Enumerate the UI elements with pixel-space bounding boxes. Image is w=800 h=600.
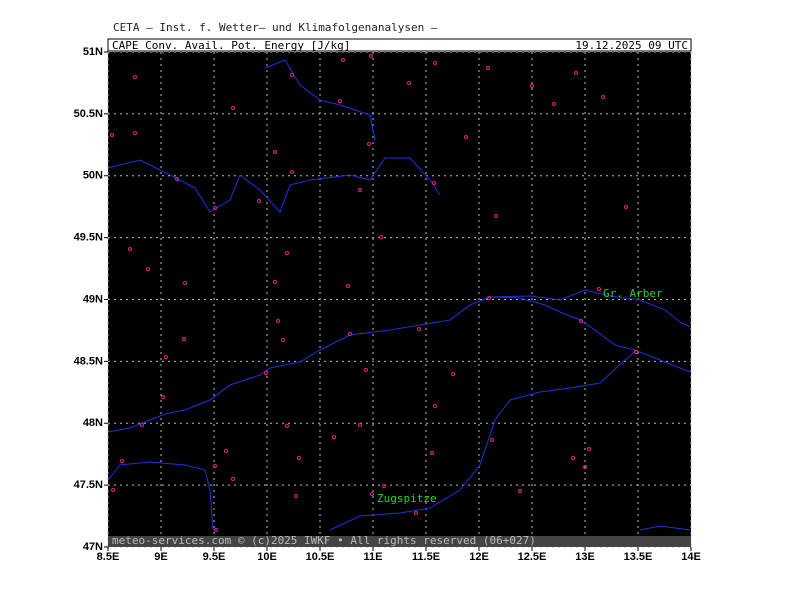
header-title: CETA — Inst. f. Wetter— und Klimafolgena… <box>113 21 438 34</box>
valid-time: 19.12.2025 09 UTC <box>575 39 688 52</box>
y-tick-label: 47.5N <box>74 479 103 491</box>
x-tick-label: 11E <box>364 551 383 563</box>
x-tick-label: 13.5E <box>624 551 653 563</box>
x-tick-label: 9.5E <box>203 551 226 563</box>
x-tick-label: 12E <box>469 551 489 563</box>
x-tick-label: 8.5E <box>97 551 120 563</box>
cities <box>110 54 638 532</box>
y-tick-label: 48.5N <box>74 355 103 367</box>
y-tick-label: 47N <box>83 541 103 553</box>
x-tick-label: 12.5E <box>518 551 547 563</box>
place-label: Zugspitze <box>377 492 437 505</box>
y-tick-label: 51N <box>83 46 103 58</box>
y-tick-label: 49.5N <box>74 232 103 244</box>
footer-band <box>108 536 691 547</box>
x-tick-label: 10E <box>257 551 277 563</box>
y-tick-label: 48N <box>83 417 103 429</box>
y-tick-label: 49N <box>83 293 103 305</box>
place-label: Gr. Arber <box>603 287 663 300</box>
x-tick-label: 11.5E <box>412 551 440 563</box>
header-box <box>107 38 692 52</box>
y-tick-label: 50.5N <box>74 108 103 120</box>
x-tick-label: 14E <box>681 551 701 563</box>
x-tick-label: 13E <box>575 551 595 563</box>
borders <box>107 59 691 531</box>
footer-credit: meteo-services.com © (c)2025 IWKF • All … <box>112 534 536 547</box>
field-name: CAPE_Conv._Avail._Pot._Energy_[J/kg] <box>112 39 350 52</box>
x-tick-label: 10.5E <box>306 551 335 563</box>
x-tick-label: 9E <box>154 551 167 563</box>
y-tick-label: 50N <box>83 170 103 182</box>
